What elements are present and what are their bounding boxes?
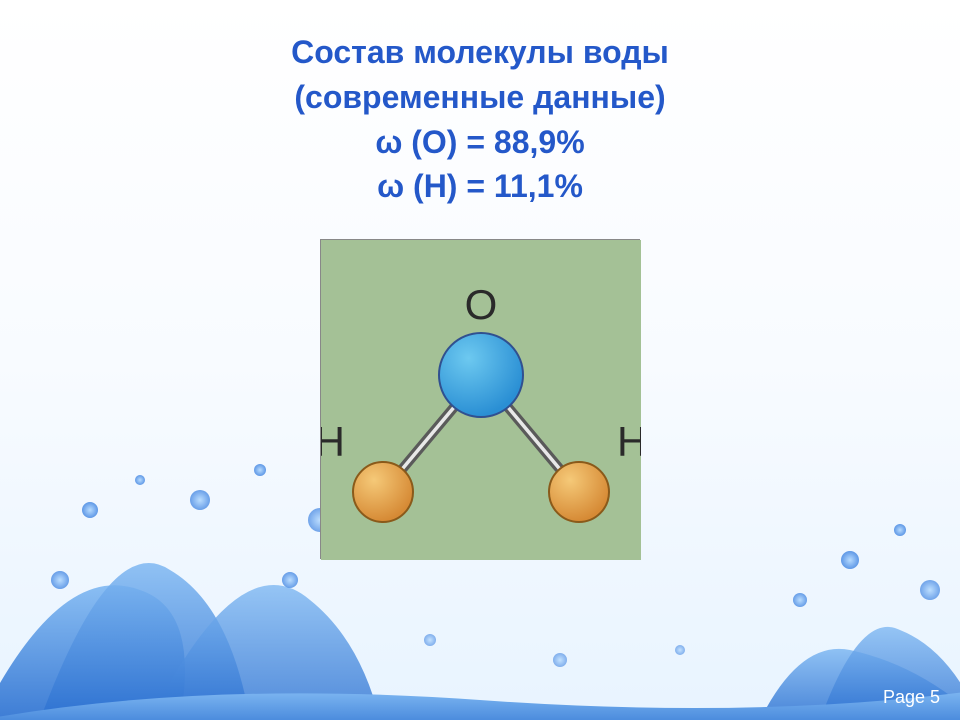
title-block: Состав молекулы воды (современные данные… [0,0,960,209]
molecule-diagram: O H H [320,239,640,559]
title-line-2: (современные данные) [0,75,960,120]
svg-text:H: H [321,418,345,465]
title-line-4: ω (Н) = 11,1% [0,164,960,209]
title-line-1: Состав молекулы воды [0,30,960,75]
svg-text:O: O [465,281,498,328]
page-number: Page 5 [883,687,940,708]
svg-text:H: H [617,418,641,465]
title-line-3: ω (О) = 88,9% [0,120,960,165]
